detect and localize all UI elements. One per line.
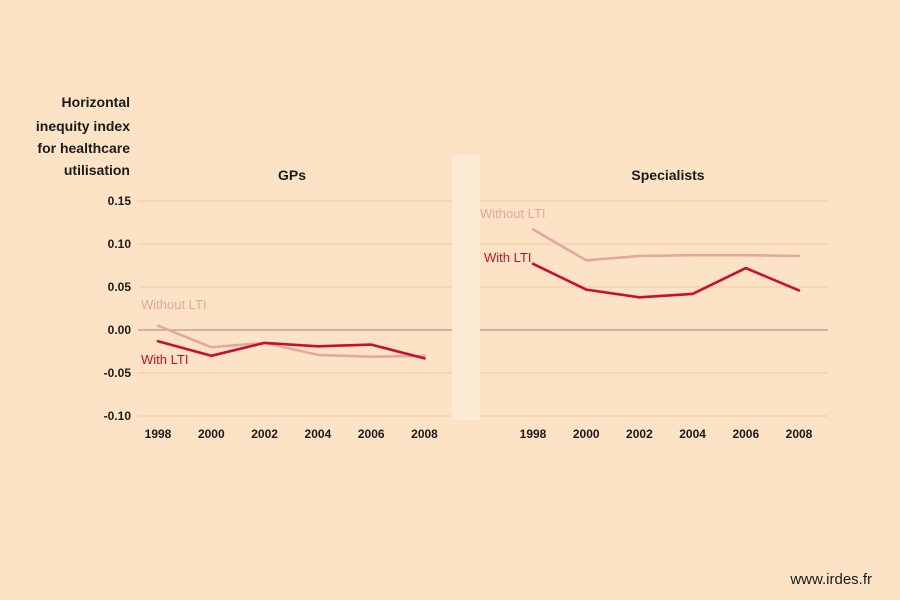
y-tick-label: -0.10: [104, 409, 132, 423]
x-tick-label: 2004: [679, 427, 706, 441]
y-axis-label-line-4: utilisation: [64, 162, 130, 178]
y-axis-label-line-3: for healthcare: [37, 140, 130, 156]
panel-title-specialists: Specialists: [631, 167, 704, 183]
series-line-with-lti: [156, 339, 426, 360]
specialists-label-with-lti: With LTI: [484, 250, 531, 265]
y-tick-label: 0.00: [108, 323, 132, 337]
x-tick-label: 2002: [626, 427, 653, 441]
gps-label-with-lti: With LTI: [141, 352, 188, 367]
specialists-x-tick-labels: 1998 2000 2002 2004 2006 2008: [520, 427, 813, 441]
gps-label-without-lti: Without LTI: [141, 297, 207, 312]
series-line-with-lti: [531, 262, 801, 299]
panel-title-gps: GPs: [278, 167, 306, 183]
gps-series-lines: [156, 324, 426, 360]
y-axis-label-line-1: Horizontal: [62, 94, 130, 110]
x-tick-label: 2008: [786, 427, 813, 441]
x-tick-label: 2000: [573, 427, 600, 441]
series-line-without-lti: [156, 324, 426, 359]
x-tick-label: 1998: [520, 427, 547, 441]
specialists-series-lines: [531, 228, 801, 299]
series-line-without-lti: [531, 228, 801, 262]
source-url: www.irdes.fr: [790, 571, 872, 588]
y-tick-label: 0.10: [108, 237, 132, 251]
panel-separator: [452, 155, 480, 420]
y-tick-label: 0.15: [108, 194, 132, 208]
gps-x-tick-labels: 1998 2000 2002 2004 2006 2008: [145, 427, 439, 441]
y-tick-label: 0.05: [108, 280, 132, 294]
y-tick-label: -0.05: [104, 366, 132, 380]
x-tick-label: 2000: [198, 427, 225, 441]
x-tick-label: 2006: [732, 427, 759, 441]
specialists-label-without-lti: Without LTI: [480, 206, 546, 221]
x-tick-label: 2006: [358, 427, 385, 441]
panel-specialists: Specialists 1998 2000 2002 2004 2006 2008 Wit…: [480, 167, 813, 441]
grid-lines: [138, 200, 828, 417]
x-tick-label: 2002: [251, 427, 278, 441]
x-tick-label: 2004: [305, 427, 332, 441]
x-tick-label: 1998: [145, 427, 172, 441]
panel-gps: GPs 1998 2000 2002 2004 2006 2008 Without LTI…: [141, 167, 438, 441]
x-tick-label: 2008: [411, 427, 438, 441]
y-tick-labels: 0.15 0.10 0.05 0.00 -0.05 -0.10: [104, 194, 132, 423]
y-axis-label-line-2: inequity index: [36, 118, 130, 134]
